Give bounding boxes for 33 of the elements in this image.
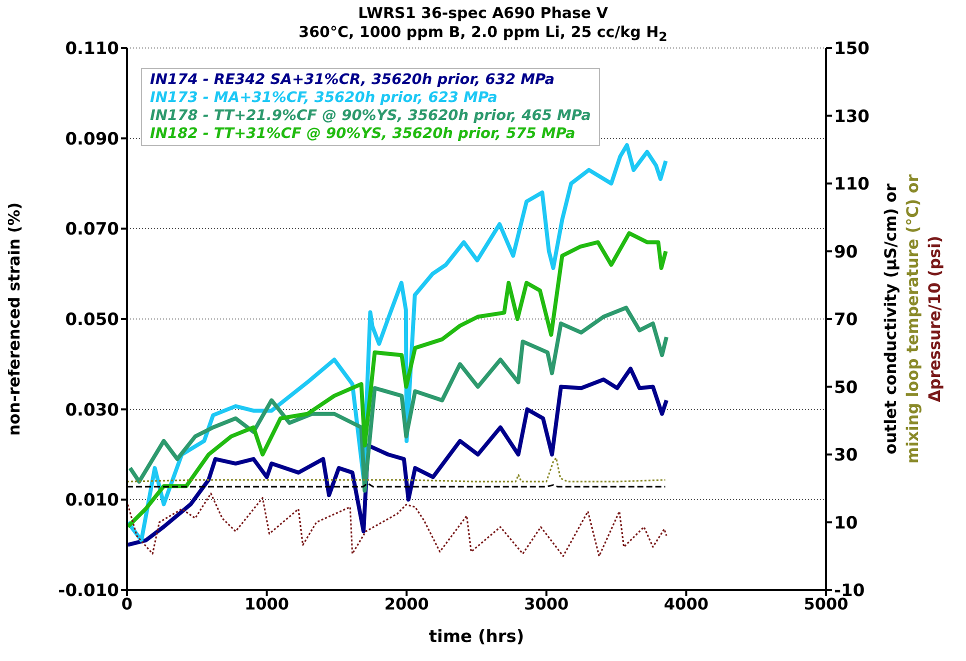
chart-subtitle: 360°C, 1000 ppm B, 2.0 ppm Li, 25 cc/kg H$_{2}$ (298, 23, 668, 44)
line-series (127, 231, 668, 529)
y-tick-label: -0.010 (58, 581, 120, 602)
y-tick-label: 0.010 (65, 490, 120, 511)
y2-tick-label: 90 (834, 242, 858, 262)
x-tick-label: 4000 (664, 594, 708, 614)
y2-tick-label: 50 (834, 378, 858, 398)
line-series (127, 492, 668, 557)
text: IN178 - TT+21.9%CF @ 90%YS, 35620h prior, 465 MPa (150, 107, 591, 125)
y-tick-label: 0.050 (65, 310, 120, 330)
y-tick-label: 0.070 (65, 220, 120, 240)
y2-tick-label: 10 (834, 513, 858, 534)
y2-axis-title: outlet conductivity (µS/cm) or mixing loop temperature (°C) or Δpressure/10 (psi) (881, 174, 944, 464)
text: IN182 - TT+31%CF @ 90%YS, 35620h prior, 575 MPa (150, 125, 576, 143)
line-series (127, 457, 666, 482)
y-tick-label: 0.030 (65, 400, 120, 420)
y2-tick-label: 30 (834, 446, 858, 466)
text: IN173 - MA+31%CF, 35620h prior, 623 MPa (150, 89, 498, 107)
y2-tick-label: 150 (834, 39, 870, 60)
y2-tick-label: 70 (834, 310, 858, 330)
line-series (127, 366, 668, 547)
x-tick-label: 2000 (384, 594, 429, 614)
line-series (128, 306, 668, 493)
y-tick-label: 0.110 (65, 39, 120, 60)
x-tick-label: 3000 (524, 594, 569, 614)
x-tick-label: 0 (121, 594, 133, 614)
x-tick-label: 1000 (244, 594, 290, 614)
x-axis-title: time (hrs) (428, 627, 524, 647)
y-tick-label: 0.090 (65, 129, 120, 150)
y2-tick-label: 110 (834, 174, 870, 195)
y2-tick-label: 130 (834, 106, 870, 127)
chart-title: LWRS1 36-spec A690 Phase V (357, 4, 609, 23)
text: IN174 - RE342 SA+31%CR, 35620h prior, 632 MPa (150, 71, 556, 89)
